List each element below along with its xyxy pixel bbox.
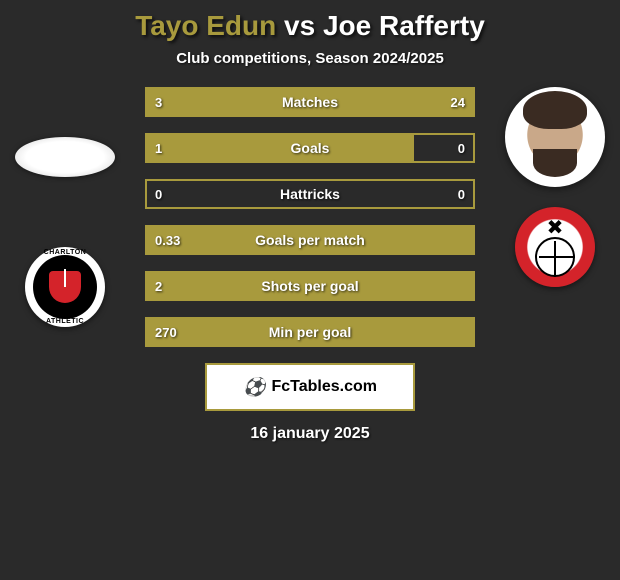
football-icon: ⚽ (243, 377, 265, 398)
subtitle: Club competitions, Season 2024/2025 (0, 50, 620, 67)
title-player2: Joe Rafferty (323, 10, 485, 41)
player2-club-badge: ✖ (515, 207, 595, 287)
stat-value-left: 1 (155, 141, 162, 156)
stat-label: Shots per goal (261, 278, 358, 294)
club1-text-bottom: ATHLETIC (46, 318, 84, 325)
charlton-inner-icon (33, 255, 97, 319)
rotherham-ball-icon (535, 237, 575, 277)
footer-site-text: FcTables.com (271, 378, 377, 396)
stat-value-right: 24 (451, 95, 465, 110)
stat-value-left: 0 (155, 187, 162, 202)
stat-bars: 3 24 Matches 1 0 Goals 0 0 Hattricks 0.33 Goals pe… (145, 87, 475, 347)
title-player1: Tayo Edun (135, 10, 276, 41)
stat-row: 270 Min per goal (145, 317, 475, 347)
left-column: CHARLTON ATHLETIC (10, 87, 120, 327)
stat-label: Goals per match (255, 232, 365, 248)
main-area: CHARLTON ATHLETIC ✖ 3 24 Matches 1 0 Goals 0 0 H… (0, 87, 620, 443)
date-line: 16 january 2025 (0, 425, 620, 443)
stat-fill-left (147, 135, 414, 161)
title: Tayo Edun vs Joe Rafferty (0, 10, 620, 42)
stat-row: 2 Shots per goal (145, 271, 475, 301)
player2-face-icon (505, 87, 605, 187)
stat-label: Min per goal (269, 324, 351, 340)
stat-label: Hattricks (280, 186, 340, 202)
stat-value-left: 270 (155, 325, 177, 340)
stat-label: Goals (291, 140, 330, 156)
right-column: ✖ (500, 87, 610, 287)
title-vs: vs (284, 10, 315, 41)
stat-value-left: 0.33 (155, 233, 180, 248)
stat-label: Matches (282, 94, 338, 110)
stat-row: 0 0 Hattricks (145, 179, 475, 209)
stat-value-right: 0 (458, 141, 465, 156)
stat-value-left: 3 (155, 95, 162, 110)
stat-row: 0.33 Goals per match (145, 225, 475, 255)
footer-attribution[interactable]: ⚽ FcTables.com (205, 363, 415, 411)
stat-row: 3 24 Matches (145, 87, 475, 117)
stat-value-right: 0 (458, 187, 465, 202)
comparison-card: Tayo Edun vs Joe Rafferty Club competiti… (0, 0, 620, 443)
player1-photo (15, 137, 115, 177)
stat-row: 1 0 Goals (145, 133, 475, 163)
player2-photo (505, 87, 605, 187)
stat-value-left: 2 (155, 279, 162, 294)
player1-club-badge: CHARLTON ATHLETIC (25, 247, 105, 327)
